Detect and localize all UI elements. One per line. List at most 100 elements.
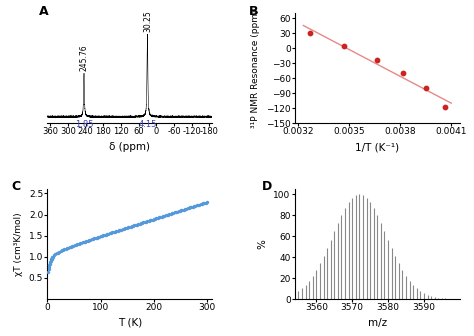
Point (63, 246, 71, 251)
Y-axis label: ³¹P NMR Resonance (ppm): ³¹P NMR Resonance (ppm) (251, 9, 260, 128)
Point (112, 228, 120, 234)
Point (53, 251, 60, 256)
Point (160, 213, 168, 218)
Point (131, 223, 138, 228)
Text: 4.15: 4.15 (138, 120, 157, 129)
Point (156, 214, 164, 220)
Point (195, 202, 203, 207)
Text: A: A (39, 5, 49, 18)
Point (46, 260, 54, 265)
Point (124, 225, 132, 230)
Point (145, 218, 153, 223)
Point (49, 255, 56, 260)
Point (442, 104, 449, 110)
Point (64, 245, 72, 250)
Point (138, 220, 146, 225)
Point (200, 201, 207, 206)
Point (422, 86, 430, 91)
Point (126, 224, 133, 230)
Point (109, 230, 116, 235)
Point (48, 256, 55, 261)
Point (172, 209, 180, 215)
Point (67, 244, 75, 249)
Point (79, 240, 86, 245)
Point (47, 257, 55, 262)
Point (141, 219, 148, 225)
Point (111, 229, 119, 234)
Point (107, 230, 115, 236)
Point (128, 223, 136, 229)
Point (158, 214, 165, 219)
Point (70, 243, 77, 248)
Point (137, 220, 145, 226)
Point (52, 252, 59, 257)
Point (175, 209, 182, 214)
Point (162, 213, 169, 218)
Point (201, 200, 208, 206)
Point (80, 239, 88, 245)
Point (133, 222, 141, 227)
Point (144, 218, 151, 224)
Text: 1.85: 1.85 (75, 120, 93, 129)
Point (142, 219, 150, 224)
Text: B: B (249, 5, 258, 18)
Point (168, 211, 176, 216)
Point (180, 207, 188, 212)
Point (132, 222, 139, 227)
X-axis label: T (K): T (K) (118, 318, 142, 328)
Point (100, 233, 107, 238)
Point (46, 261, 54, 266)
Point (105, 231, 112, 237)
Point (55, 249, 63, 254)
Point (177, 208, 185, 213)
Point (119, 226, 127, 232)
Point (102, 232, 109, 237)
Point (82, 239, 90, 244)
Point (101, 233, 109, 238)
Point (50, 253, 58, 258)
Point (182, 206, 190, 211)
X-axis label: m/z: m/z (368, 318, 387, 328)
Point (46, 259, 54, 264)
Text: 245.76: 245.76 (80, 45, 89, 71)
Point (115, 228, 123, 233)
Point (171, 210, 178, 215)
Point (120, 226, 128, 232)
Y-axis label: %: % (258, 239, 268, 249)
Point (155, 215, 163, 220)
Point (45, 266, 53, 272)
Point (163, 212, 171, 218)
Point (48, 255, 56, 260)
Point (153, 216, 160, 221)
Text: D: D (262, 180, 272, 194)
Point (87, 237, 94, 243)
Point (167, 211, 174, 216)
Point (54, 250, 62, 255)
Point (400, 71, 407, 76)
Point (61, 247, 68, 252)
Point (57, 248, 64, 254)
Point (94, 235, 102, 240)
Point (66, 245, 73, 250)
Point (47, 258, 55, 263)
Point (49, 254, 56, 260)
Point (184, 206, 191, 211)
Point (193, 203, 201, 208)
Point (179, 207, 186, 213)
Point (165, 211, 173, 217)
Point (151, 216, 159, 221)
Point (123, 225, 130, 230)
Point (147, 217, 155, 223)
Point (77, 240, 85, 246)
Point (164, 212, 172, 217)
Point (76, 241, 84, 246)
Point (118, 227, 125, 232)
Point (92, 235, 100, 241)
Point (191, 203, 199, 209)
Point (82, 239, 89, 244)
Point (58, 248, 65, 253)
Point (106, 230, 114, 236)
Point (185, 205, 192, 211)
Point (373, 58, 381, 63)
X-axis label: δ (ppm): δ (ppm) (109, 142, 150, 152)
